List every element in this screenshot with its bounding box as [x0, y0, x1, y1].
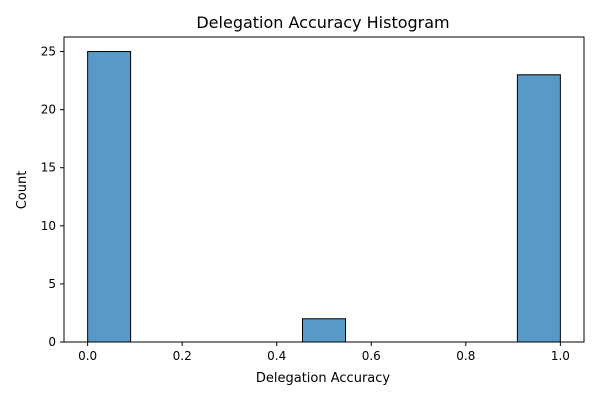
y-tick-label: 10 [41, 219, 56, 233]
histogram-bar-1 [301, 318, 347, 343]
y-tick-label: 15 [41, 161, 56, 175]
y-tick-label: 5 [48, 277, 56, 291]
y-axis-ticks: 0 5 10 15 20 25 [41, 45, 64, 349]
histogram-bar-2 [516, 74, 561, 343]
y-axis-label: Count [15, 171, 30, 210]
x-tick-label: 0.4 [267, 349, 286, 363]
y-tick-label: 25 [41, 45, 56, 59]
y-tick-label: 20 [41, 103, 56, 117]
x-axis-ticks: 0.0 0.2 0.4 0.6 0.8 1.0 [78, 342, 570, 363]
x-tick-label: 0.0 [78, 349, 97, 363]
histogram-bar-0 [87, 51, 132, 343]
x-tick-label: 0.6 [362, 349, 381, 363]
x-axis-label: Delegation Accuracy [256, 371, 391, 386]
chart-title: Delegation Accuracy Histogram [196, 13, 449, 32]
x-tick-label: 0.8 [456, 349, 475, 363]
x-tick-label: 1.0 [551, 349, 570, 363]
x-tick-label: 0.2 [173, 349, 192, 363]
plot-frame [63, 36, 585, 343]
bars-layer [87, 51, 561, 343]
y-tick-label: 0 [48, 335, 56, 349]
